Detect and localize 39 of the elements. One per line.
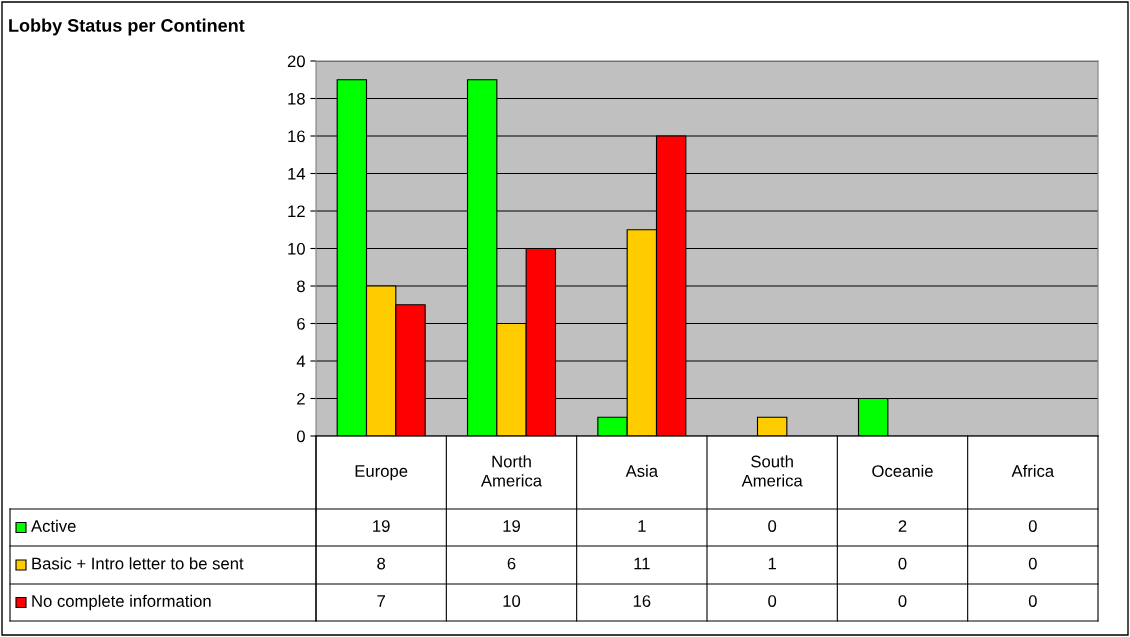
y-tick-label: 6 [297, 317, 305, 330]
x-tick-label: North America [480, 455, 543, 487]
data-label: 2 [898, 520, 907, 532]
y-tick-label: 18 [288, 92, 305, 105]
x-tick-label: Europe [355, 465, 408, 481]
y-tick-label: 20 [287, 55, 305, 68]
data-label: 0 [898, 595, 907, 607]
data-label: 1 [638, 520, 646, 532]
y-tick-label: 16 [288, 130, 305, 143]
data-label: 0 [768, 520, 777, 532]
y-tick-label: 14 [288, 168, 306, 180]
data-label: 1 [768, 557, 776, 570]
data-label: 6 [507, 557, 516, 570]
y-tick-label: 2 [297, 392, 305, 405]
legend-label: No complete information [32, 594, 211, 611]
y-tick-label: 10 [288, 242, 305, 255]
data-label: 11 [634, 557, 650, 570]
data-label: 0 [768, 595, 777, 607]
data-label: 10 [503, 595, 521, 607]
y-tick-label: 0 [296, 430, 305, 443]
data-label: 0 [1028, 557, 1037, 570]
data-label: 7 [377, 595, 385, 607]
x-tick-label: Asia [625, 464, 659, 477]
data-label: 19 [503, 520, 520, 532]
x-tick-label: Africa [1011, 464, 1055, 477]
data-label: 0 [1028, 520, 1037, 532]
data-label: 0 [1028, 595, 1037, 607]
text: Lobby Status per Continent [9, 18, 245, 36]
x-tick-label: South America [741, 455, 803, 487]
x-tick-label: Oceanie [872, 464, 933, 477]
y-tick-label: 4 [296, 355, 306, 368]
legend-label: Basic + Intro letter to be sent [32, 557, 244, 570]
data-label: 19 [373, 520, 390, 532]
y-tick-label: 8 [297, 280, 305, 293]
data-label: 0 [898, 557, 907, 570]
y-tick-label: 12 [288, 205, 305, 218]
data-label: 8 [377, 557, 386, 570]
legend-label: Active [31, 519, 76, 532]
data-label: 16 [633, 595, 651, 607]
